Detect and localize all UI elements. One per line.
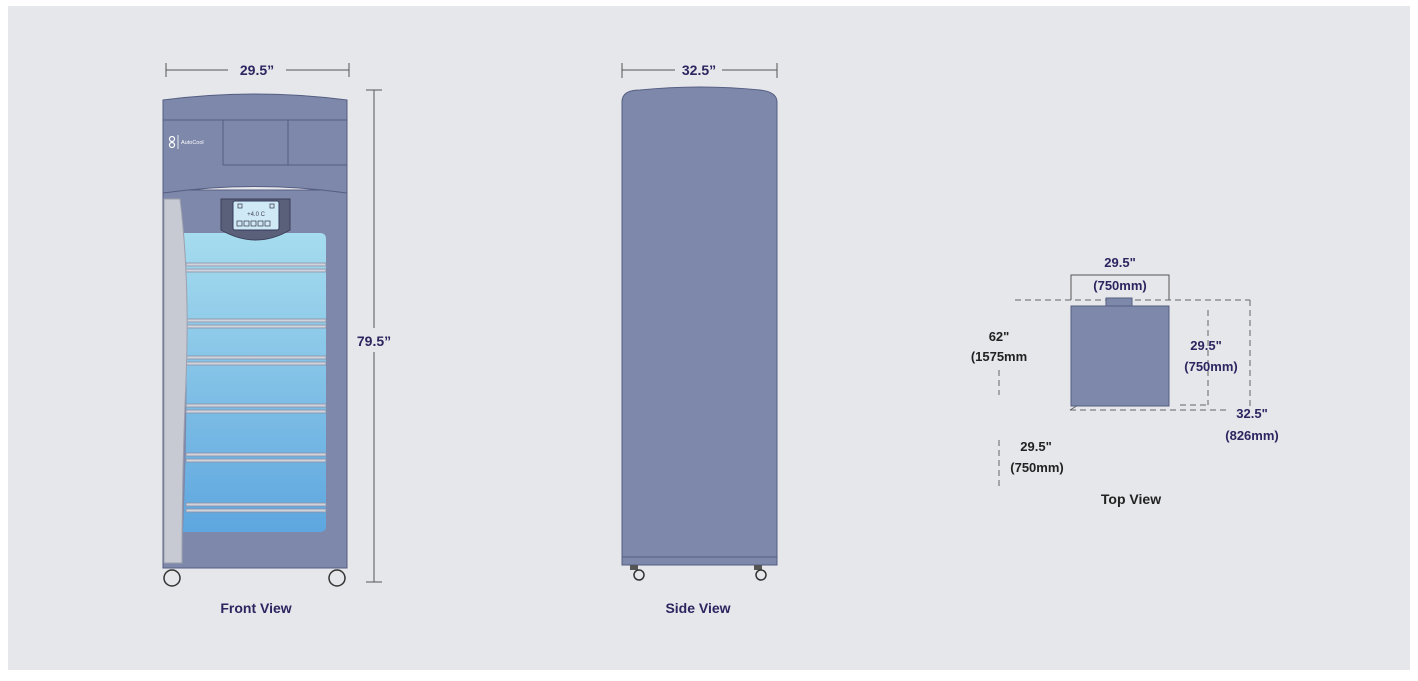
top-total-depth-mm: (1575mm bbox=[971, 349, 1027, 364]
shelf bbox=[185, 355, 327, 360]
shelf bbox=[185, 262, 327, 267]
shelf bbox=[185, 318, 327, 323]
shelves bbox=[185, 262, 327, 513]
top-width-bracket bbox=[1070, 274, 1170, 300]
front-width-label: 29.5” bbox=[240, 62, 274, 78]
brand-name: AutoCool bbox=[181, 140, 204, 146]
control-display: +4.0 C bbox=[220, 198, 291, 241]
front-header-panel bbox=[162, 93, 348, 194]
s-logo-icon bbox=[168, 135, 179, 149]
display-temperature: +4.0 C bbox=[247, 212, 266, 218]
top-cabinet-footprint bbox=[1070, 305, 1170, 407]
front-width-dimension bbox=[165, 63, 350, 77]
shelf bbox=[185, 324, 327, 329]
side-depth-dimension bbox=[621, 63, 778, 78]
top-overall-depth-mm: (826mm) bbox=[1225, 428, 1278, 443]
shelf bbox=[185, 403, 327, 408]
front-height-label: 79.5” bbox=[357, 333, 391, 349]
shelf bbox=[185, 452, 327, 457]
side-caster-left bbox=[630, 565, 645, 581]
display-screen bbox=[232, 200, 280, 231]
door-handle[interactable] bbox=[163, 198, 188, 564]
shelf bbox=[185, 268, 327, 273]
top-width-mm: (750mm) bbox=[1093, 278, 1146, 293]
top-door-swing-in: 29.5" bbox=[1020, 439, 1051, 454]
side-depth-label: 32.5” bbox=[682, 62, 716, 78]
top-view-caption: Top View bbox=[1101, 491, 1161, 507]
side-view: 32.5” Side View bbox=[621, 62, 778, 616]
side-view-caption: Side View bbox=[665, 600, 730, 616]
top-total-depth-in: 62" bbox=[989, 329, 1010, 344]
shelf bbox=[185, 502, 327, 507]
front-view: 29.5” 79.5” AutoCool bbox=[162, 62, 391, 616]
top-view: 29.5" (750mm) 29.5" (750mm) 62" (1575mm … bbox=[971, 255, 1279, 507]
shelf bbox=[185, 458, 327, 463]
front-view-caption: Front View bbox=[220, 600, 291, 616]
glass-door bbox=[183, 233, 326, 532]
top-width-in: 29.5" bbox=[1104, 255, 1135, 270]
clearance-outline bbox=[998, 299, 1251, 490]
shelf bbox=[185, 508, 327, 513]
front-height-dimension bbox=[366, 89, 382, 583]
top-door-swing-mm: (750mm) bbox=[1010, 460, 1063, 475]
shelf bbox=[185, 409, 327, 414]
front-caster-left bbox=[163, 569, 181, 587]
top-depth-mm: (750mm) bbox=[1184, 359, 1237, 374]
top-depth-in: 29.5" bbox=[1190, 338, 1221, 353]
side-caster-right bbox=[754, 565, 767, 581]
shelf bbox=[185, 361, 327, 366]
front-caster-right bbox=[328, 569, 346, 587]
side-cabinet-body bbox=[621, 86, 778, 566]
top-overall-depth-in: 32.5" bbox=[1236, 406, 1267, 421]
top-handle bbox=[1105, 297, 1133, 307]
